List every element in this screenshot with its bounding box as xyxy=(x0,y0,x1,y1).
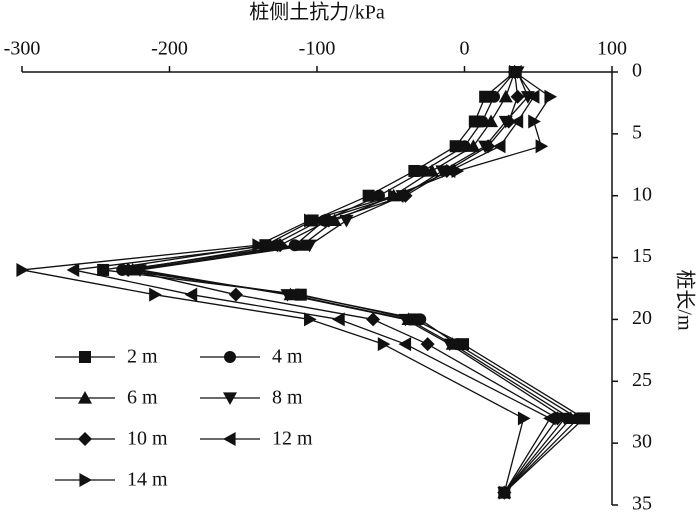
legend-label: 12 m xyxy=(272,428,313,450)
marker xyxy=(280,289,295,302)
x-tick-label: -100 xyxy=(299,38,336,60)
y-tick-label: 20 xyxy=(632,307,652,329)
y-tick-label: 35 xyxy=(632,493,652,515)
y-tick-label: 15 xyxy=(632,245,652,267)
marker xyxy=(366,312,381,327)
marker xyxy=(149,287,162,302)
marker xyxy=(543,411,556,426)
legend-label: 14 m xyxy=(127,469,168,491)
marker xyxy=(265,238,279,253)
marker xyxy=(304,213,317,228)
series-line xyxy=(122,71,580,494)
x-tick-label: -300 xyxy=(4,38,41,60)
series-line xyxy=(21,71,551,493)
marker xyxy=(184,287,198,302)
marker xyxy=(510,114,524,129)
marker xyxy=(451,163,465,178)
marker xyxy=(398,337,412,352)
marker xyxy=(476,115,489,128)
marker xyxy=(498,89,513,103)
series-line xyxy=(139,71,566,494)
y-tick-label: 25 xyxy=(632,369,652,391)
legend-label: 8 m xyxy=(272,387,303,409)
marker xyxy=(223,392,237,405)
marker xyxy=(484,114,499,128)
marker xyxy=(492,139,506,154)
marker xyxy=(223,432,236,446)
series-line xyxy=(73,71,551,493)
marker xyxy=(398,313,413,327)
marker xyxy=(420,337,435,352)
x-axis-title: 桩侧土抗力/kPa xyxy=(249,1,385,24)
marker xyxy=(544,89,558,104)
marker xyxy=(339,214,354,228)
marker xyxy=(417,164,430,177)
marker xyxy=(16,262,29,277)
marker xyxy=(526,89,540,104)
marker xyxy=(79,351,91,363)
marker xyxy=(535,139,549,154)
marker xyxy=(498,485,512,500)
y-tick-label: 0 xyxy=(632,60,642,82)
marker xyxy=(377,337,391,352)
marker xyxy=(466,139,481,152)
marker xyxy=(425,163,440,177)
marker xyxy=(479,90,492,103)
marker xyxy=(224,351,236,363)
y-tick-label: 30 xyxy=(632,431,652,453)
marker xyxy=(295,238,310,251)
marker xyxy=(78,391,92,404)
marker xyxy=(388,188,401,203)
marker xyxy=(332,312,345,327)
marker xyxy=(414,313,427,326)
legend-label: 4 m xyxy=(272,346,303,368)
series-line xyxy=(128,71,559,494)
marker xyxy=(302,239,317,253)
marker xyxy=(228,287,243,302)
marker xyxy=(442,338,457,352)
x-tick-label: 100 xyxy=(597,38,627,60)
legend-label: 2 m xyxy=(127,346,158,368)
marker xyxy=(517,411,531,426)
series-line xyxy=(103,71,586,494)
marker xyxy=(488,90,500,103)
marker xyxy=(121,262,136,277)
marker xyxy=(78,432,92,446)
marker xyxy=(509,65,522,79)
marker xyxy=(528,114,541,129)
x-tick-label: 0 xyxy=(460,38,470,60)
marker xyxy=(252,238,265,253)
y-tick-label: 5 xyxy=(632,121,642,143)
marker xyxy=(510,89,525,104)
y-axis-title: 桩长/m xyxy=(673,269,696,331)
x-tick-label: -200 xyxy=(151,38,188,60)
marker xyxy=(79,473,92,487)
marker xyxy=(501,114,516,129)
legend-label: 6 m xyxy=(127,387,158,409)
legend-label: 10 m xyxy=(127,428,168,450)
marker xyxy=(304,312,317,327)
marker xyxy=(66,262,80,277)
y-tick-label: 10 xyxy=(632,183,652,205)
